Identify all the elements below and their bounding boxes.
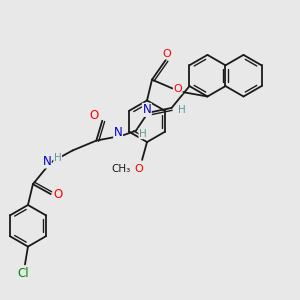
- Text: H: H: [178, 105, 185, 115]
- Text: H: H: [54, 153, 61, 164]
- Text: CH₃: CH₃: [112, 164, 131, 174]
- Text: O: O: [173, 84, 182, 94]
- Text: H: H: [139, 129, 147, 139]
- Text: O: O: [163, 49, 171, 59]
- Text: N: N: [114, 126, 122, 139]
- Text: N: N: [42, 155, 51, 168]
- Text: O: O: [53, 188, 62, 201]
- Text: O: O: [135, 164, 143, 174]
- Text: O: O: [90, 109, 99, 122]
- Text: Cl: Cl: [17, 267, 29, 280]
- Text: N: N: [142, 103, 151, 116]
